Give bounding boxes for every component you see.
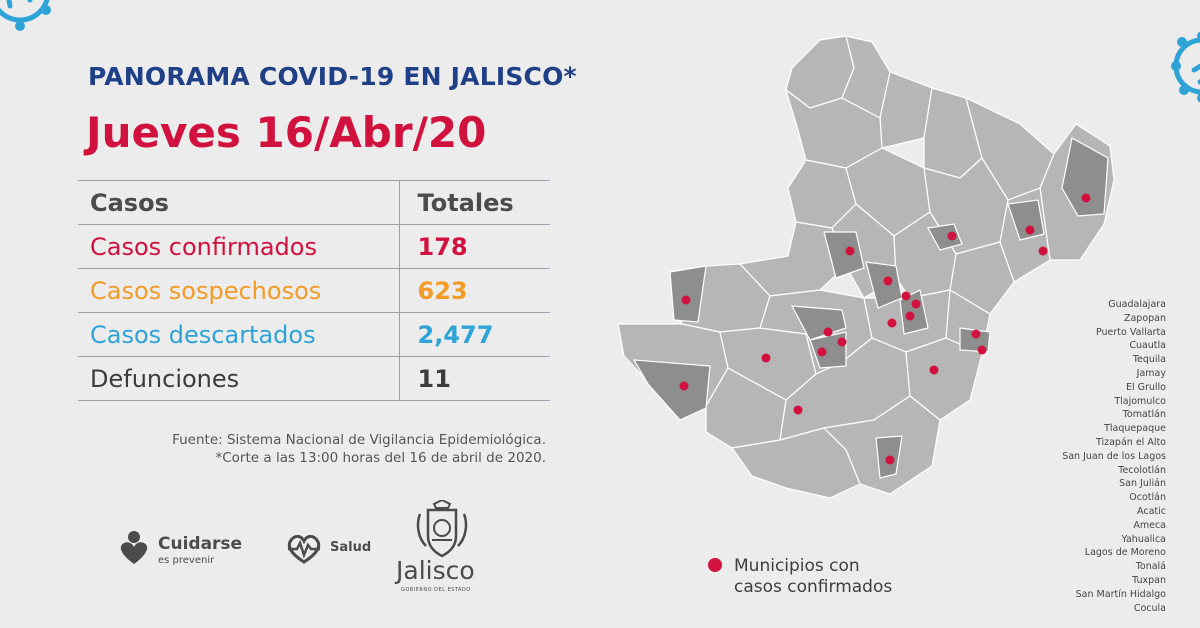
municipality-name: Tizapán el Alto [1095, 436, 1166, 448]
case-marker [845, 246, 855, 256]
legend-text: Municipios con casos confirmados [734, 556, 892, 598]
map-region-highlight [899, 289, 929, 335]
cases-table: Casos Totales Casos confirmados 178 Caso… [78, 180, 550, 401]
map-highlights [632, 137, 1109, 479]
virus-icon [0, 0, 51, 31]
map-region-highlight [669, 265, 707, 323]
municipality-name: Acatic [1137, 505, 1166, 517]
municipality-name: Tecolotlán [1118, 464, 1166, 476]
jalisco-subtitle: GOBIERNO DEL ESTADO [401, 587, 471, 593]
column-header-cases: Casos [78, 180, 400, 225]
map-region-highlight [823, 231, 865, 279]
case-marker [1081, 193, 1091, 203]
suspected-label: Casos sospechosos [78, 268, 400, 313]
case-marker [971, 329, 981, 339]
discarded-value: 2,477 [398, 312, 550, 357]
map-region-highlight [927, 223, 963, 251]
case-marker [911, 299, 921, 309]
case-marker [823, 327, 833, 337]
case-marker [883, 276, 893, 286]
cuidarse-title: Cuidarse [158, 534, 243, 554]
case-marker [837, 337, 847, 347]
municipality-name: Guadalajara [1108, 299, 1166, 310]
table-row: Casos descartados 2,477 [78, 312, 550, 357]
column-header-totals: Totales [398, 180, 550, 225]
municipality-name: Tonalá [1135, 561, 1166, 573]
case-marker [929, 365, 939, 375]
jalisco-seal-icon [416, 500, 468, 558]
municipality-name: El Grullo [1125, 381, 1166, 393]
case-marker [905, 311, 915, 321]
map-region [731, 427, 861, 499]
case-marker [679, 381, 689, 391]
municipality-name: Lagos de Moreno [1084, 547, 1166, 559]
jalisco-map [617, 35, 1115, 499]
municipality-name: Tequila [1132, 354, 1166, 366]
jalisco-label: Jalisco [396, 556, 475, 585]
map-regions [617, 35, 1115, 499]
cutoff-line: *Corte a las 13:00 horas del 16 de abril… [215, 450, 547, 466]
case-marker [793, 405, 803, 415]
case-marker [977, 345, 987, 355]
legend-line: casos confirmados [734, 577, 893, 597]
map-region-highlight [790, 305, 847, 341]
legend-line: Municipios con [734, 556, 860, 576]
deaths-value: 11 [398, 356, 550, 401]
map-region-highlight [632, 359, 711, 421]
case-markers [679, 193, 1091, 465]
municipality-name: Zapopan [1123, 312, 1166, 324]
map-region-highlight [1061, 137, 1109, 217]
municipality-name: San Martín Hidalgo [1075, 588, 1166, 600]
municipality-name: Cuautla [1129, 340, 1166, 352]
municipality-name: San Julián [1119, 478, 1166, 490]
table-row: Casos confirmados 178 [78, 224, 550, 269]
municipality-name: Ameca [1133, 519, 1166, 531]
heart-person-icon [120, 531, 148, 564]
legend-marker [708, 558, 722, 572]
deaths-label: Defunciones [78, 356, 400, 401]
municipality-name: Tlajomulco [1114, 395, 1166, 407]
municipality-name: Yahualica [1121, 533, 1166, 545]
case-marker [817, 347, 827, 357]
case-marker [1038, 246, 1048, 256]
table-row: Defunciones 11 [78, 356, 550, 401]
case-marker [947, 231, 957, 241]
page-title: PANORAMA COVID-19 EN JALISCO* [88, 62, 577, 91]
municipality-name: Ocotlán [1129, 492, 1166, 504]
map-region-highlight [1007, 199, 1045, 241]
confirmed-label: Casos confirmados [78, 224, 400, 269]
case-marker [761, 353, 771, 363]
salud-label: Salud [330, 540, 372, 555]
cuidarse-subtitle: es prevenir [158, 555, 215, 566]
source-note: Fuente: Sistema Nacional de Vigilancia E… [86, 431, 546, 467]
suspected-value: 623 [398, 268, 550, 313]
municipality-name: Tomatlán [1122, 409, 1166, 421]
case-marker [887, 318, 897, 328]
municipality-list: Guadalajara Zapopan Puerto Vallarta Cuautla… [1062, 298, 1166, 615]
report-date: Jueves 16/Abr/20 [86, 108, 487, 157]
municipality-name: Cocula [1133, 602, 1166, 614]
municipality-name: Jamay [1136, 367, 1166, 379]
municipality-name: San Juan de los Lagos [1062, 450, 1166, 462]
municipality-name: Puerto Vallarta [1095, 326, 1166, 338]
case-marker [885, 455, 895, 465]
table-header-row: Casos Totales [78, 180, 550, 225]
municipality-name: Tuxpan [1132, 574, 1166, 586]
discarded-label: Casos descartados [78, 312, 400, 357]
map-region-highlight [809, 331, 847, 369]
source-line: Fuente: Sistema Nacional de Vigilancia E… [172, 432, 546, 448]
table-row: Casos sospechosos 623 [78, 268, 550, 313]
case-marker [1025, 225, 1035, 235]
case-marker [681, 295, 691, 305]
virus-icon [1171, 31, 1200, 103]
confirmed-value: 178 [398, 224, 550, 269]
municipality-name: Tlaquepaque [1104, 423, 1166, 435]
map-region [879, 71, 933, 149]
title-prefix: PANORAMA [88, 62, 259, 91]
heart-pulse-icon [287, 534, 321, 564]
title-main: COVID-19 EN JALISCO* [258, 62, 577, 91]
case-marker [901, 291, 911, 301]
map-region [949, 241, 1015, 315]
